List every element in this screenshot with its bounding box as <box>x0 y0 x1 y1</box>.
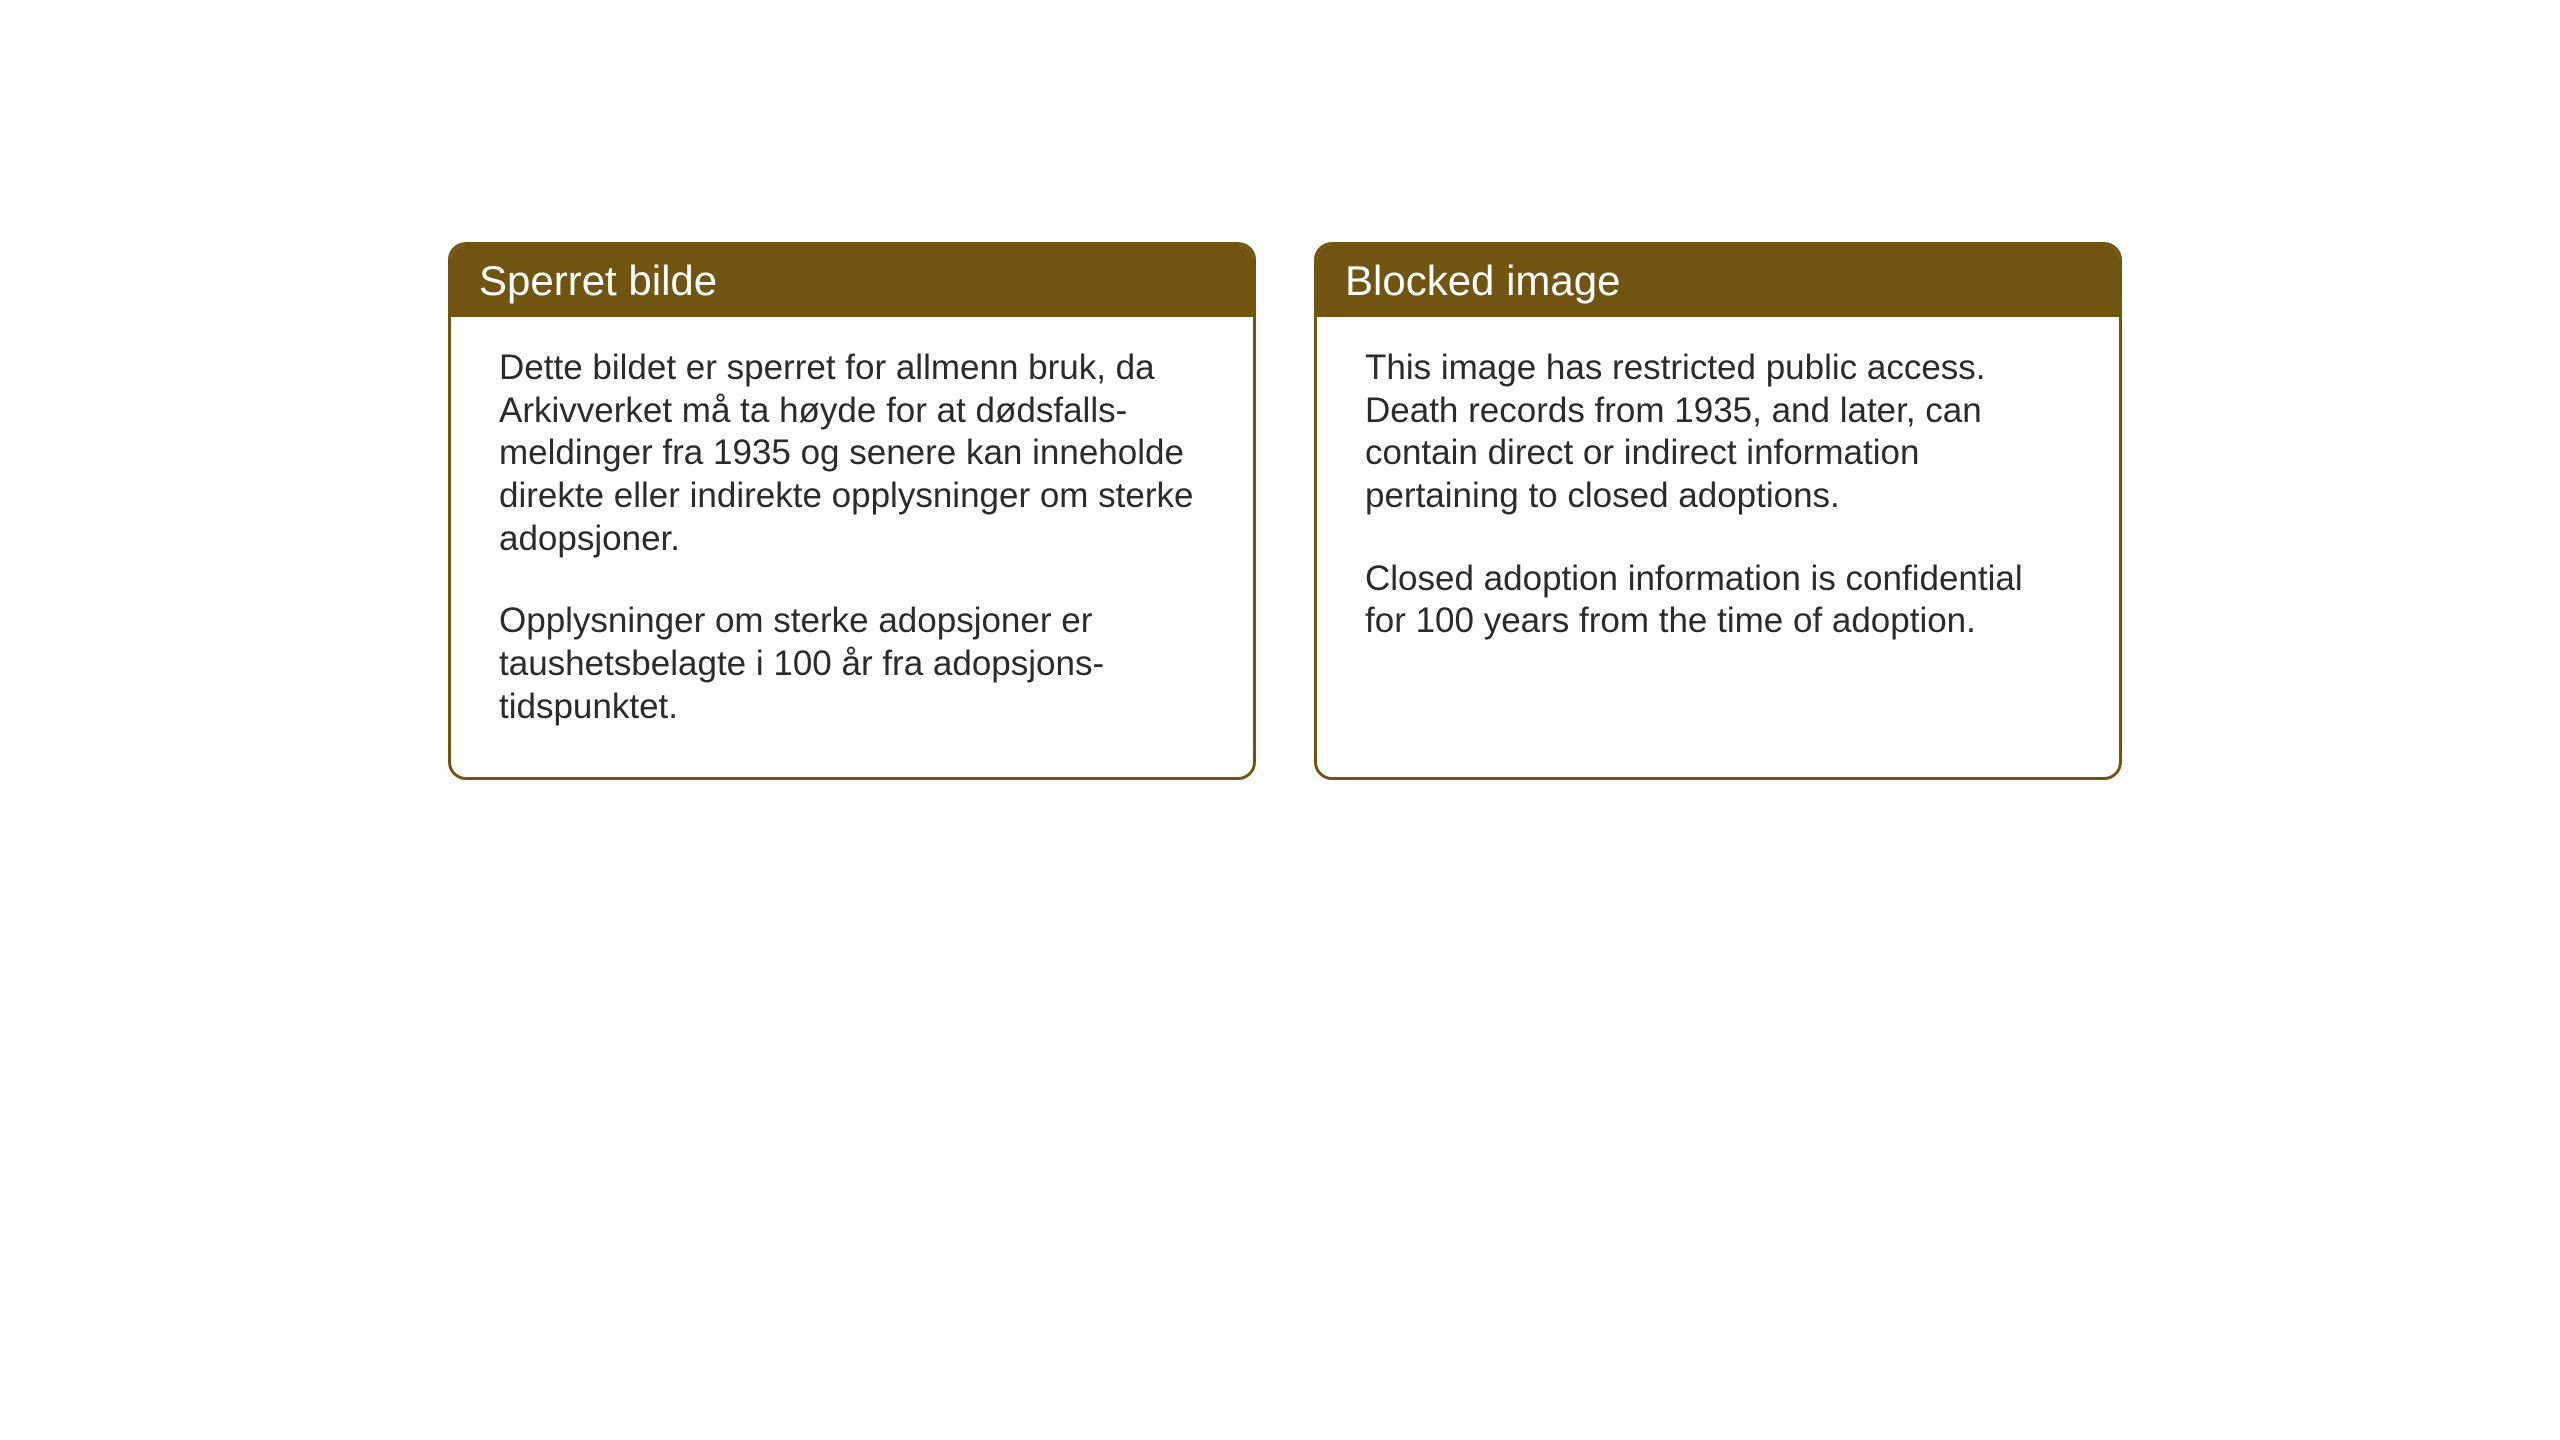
card-norwegian-title: Sperret bilde <box>479 257 717 304</box>
card-english-para1: This image has restricted public access.… <box>1365 347 2071 518</box>
card-english-para2: Closed adoption information is confident… <box>1365 558 2071 643</box>
card-norwegian: Sperret bilde Dette bildet er sperret fo… <box>448 242 1256 780</box>
card-norwegian-para1: Dette bildet er sperret for allmenn bruk… <box>499 347 1205 560</box>
card-norwegian-para2: Opplysninger om sterke adopsjoner er tau… <box>499 600 1205 728</box>
card-english-header: Blocked image <box>1317 245 2119 317</box>
card-norwegian-body: Dette bildet er sperret for allmenn bruk… <box>451 317 1253 777</box>
cards-container: Sperret bilde Dette bildet er sperret fo… <box>448 242 2122 780</box>
card-english-title: Blocked image <box>1345 257 1620 304</box>
card-english-body: This image has restricted public access.… <box>1317 317 2119 691</box>
card-norwegian-header: Sperret bilde <box>451 245 1253 317</box>
card-english: Blocked image This image has restricted … <box>1314 242 2122 780</box>
